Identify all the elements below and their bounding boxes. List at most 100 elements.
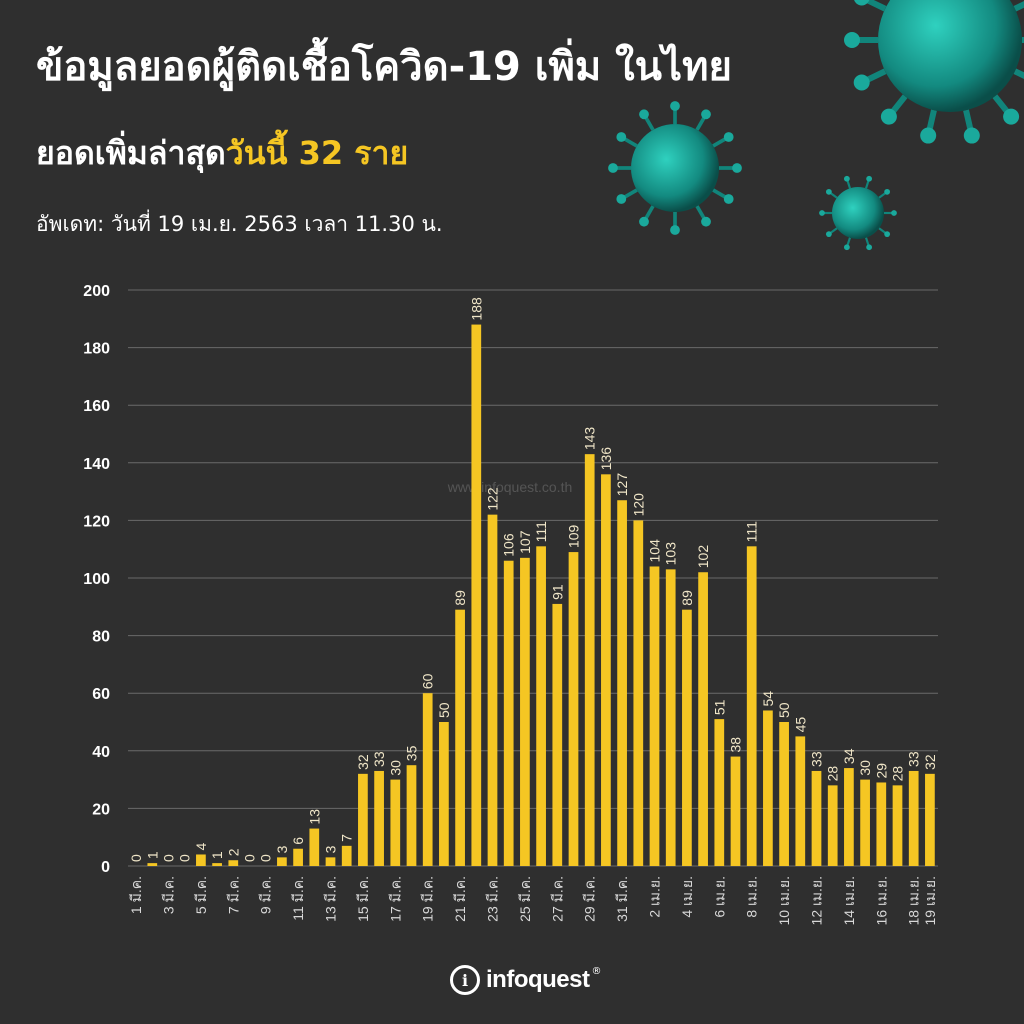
data-label: 89	[452, 590, 468, 606]
x-tick-label: 15 มี.ค.	[355, 876, 371, 922]
bar	[277, 857, 287, 866]
page-title: ข้อมูลยอดผู้ติดเชื้อโควิด-19 เพิ่ม ในไทย	[36, 44, 732, 90]
bar	[795, 736, 806, 866]
subtitle-prefix: ยอดเพิ่มล่าสุด	[36, 134, 226, 172]
bar	[633, 520, 644, 866]
y-tick-label: 180	[83, 341, 110, 358]
y-tick-label: 200	[83, 283, 110, 300]
data-label: 104	[647, 539, 663, 563]
update-timestamp: อัพเดท: วันที่ 19 เม.ย. 2563 เวลา 11.30 …	[36, 212, 443, 236]
bar	[925, 773, 935, 866]
subtitle-highlight: วันนี้ 32 ราย	[225, 134, 409, 172]
x-tick-label: 14 เม.ย.	[841, 876, 857, 925]
bar	[503, 560, 514, 866]
x-tick-label: 1 มี.ค.	[128, 876, 144, 914]
latest-count-subtitle: ยอดเพิ่มล่าสุดวันนี้ 32 ราย	[36, 128, 408, 179]
bar	[908, 770, 919, 866]
data-label: 91	[549, 584, 565, 600]
data-label: 109	[566, 525, 582, 549]
virus-large-icon	[844, 0, 1024, 144]
data-label: 120	[630, 493, 646, 517]
y-tick-label: 40	[92, 744, 110, 761]
bar	[827, 785, 838, 866]
data-label: 29	[873, 763, 889, 779]
data-label: 38	[728, 737, 744, 753]
infoquest-logo: i infoquest ®	[450, 962, 602, 998]
x-tick-label: 5 มี.ค.	[193, 876, 209, 914]
data-label: 0	[258, 854, 274, 862]
data-label: 7	[339, 834, 355, 842]
bar	[763, 710, 773, 866]
x-tick-label: 27 มี.ค.	[549, 876, 565, 922]
bar	[406, 765, 417, 866]
y-tick-label: 100	[83, 571, 110, 588]
info-icon: i	[450, 965, 480, 995]
bar	[892, 785, 903, 866]
data-label: 30	[857, 760, 873, 776]
data-label: 35	[404, 745, 420, 761]
data-label: 127	[614, 473, 630, 497]
data-label: 89	[679, 590, 695, 606]
bar	[617, 500, 627, 866]
data-label: 3	[274, 845, 290, 853]
x-tick-label: 23 มี.ค.	[485, 876, 501, 922]
bar	[682, 609, 692, 866]
data-label: 32	[922, 754, 938, 770]
y-tick-label: 140	[83, 456, 110, 473]
bar	[698, 572, 708, 866]
data-label: 60	[420, 673, 436, 689]
x-tick-label: 2 เม.ย.	[647, 876, 663, 918]
data-label: 122	[485, 487, 501, 511]
data-label: 102	[695, 545, 711, 569]
x-axis-ticks: 1 มี.ค. 3 มี.ค. 5 มี.ค. 7 มี.ค. 9 มี.ค. 11 มี…	[128, 876, 938, 925]
bar	[714, 719, 725, 866]
bar	[584, 454, 595, 866]
x-tick-label: 6 เม.ย.	[711, 876, 727, 918]
bar	[601, 474, 611, 866]
data-label: 51	[711, 699, 727, 715]
data-label: 1	[209, 851, 225, 859]
x-tick-label: 10 เม.ย.	[776, 876, 792, 925]
x-tick-label: 7 มี.ค.	[225, 876, 241, 914]
bar	[196, 854, 206, 866]
bar	[876, 782, 887, 866]
y-tick-label: 20	[92, 801, 110, 818]
data-label: 33	[906, 751, 922, 767]
bar	[212, 863, 222, 866]
data-label: 0	[161, 854, 177, 862]
data-label: 33	[809, 751, 825, 767]
y-axis-ticks: 0 20 40 60 80 100 120 140 160 180 200	[83, 283, 110, 876]
bar	[439, 722, 449, 866]
bar	[844, 768, 854, 866]
bar	[536, 546, 546, 866]
x-tick-label: 9 มี.ค.	[258, 876, 274, 914]
data-label: 103	[663, 542, 679, 566]
data-label: 50	[776, 702, 792, 718]
data-label: 32	[355, 754, 371, 770]
y-tick-label: 60	[92, 686, 110, 703]
bar	[665, 569, 676, 866]
data-label: 106	[501, 533, 517, 557]
bar	[520, 557, 530, 866]
bar	[455, 609, 465, 866]
bar	[390, 779, 401, 866]
virus-medium-icon	[608, 101, 742, 235]
registered-mark: ®	[591, 966, 602, 977]
bar	[293, 848, 303, 866]
x-tick-label: 31 มี.ค.	[614, 876, 630, 922]
x-tick-label: 8 เม.ย.	[744, 876, 760, 918]
data-label: 13	[306, 809, 322, 825]
data-label: 188	[468, 297, 484, 321]
virus-illustration	[608, 0, 1024, 251]
y-tick-label: 80	[92, 629, 110, 646]
bar	[147, 863, 158, 866]
data-label: 34	[841, 748, 857, 764]
bar	[325, 857, 336, 866]
data-label: 1	[144, 851, 160, 859]
data-label: 136	[598, 447, 614, 471]
bars	[147, 324, 935, 866]
x-tick-label: 21 มี.ค.	[452, 876, 468, 922]
virus-small-icon	[819, 175, 897, 251]
data-label: 30	[387, 760, 403, 776]
